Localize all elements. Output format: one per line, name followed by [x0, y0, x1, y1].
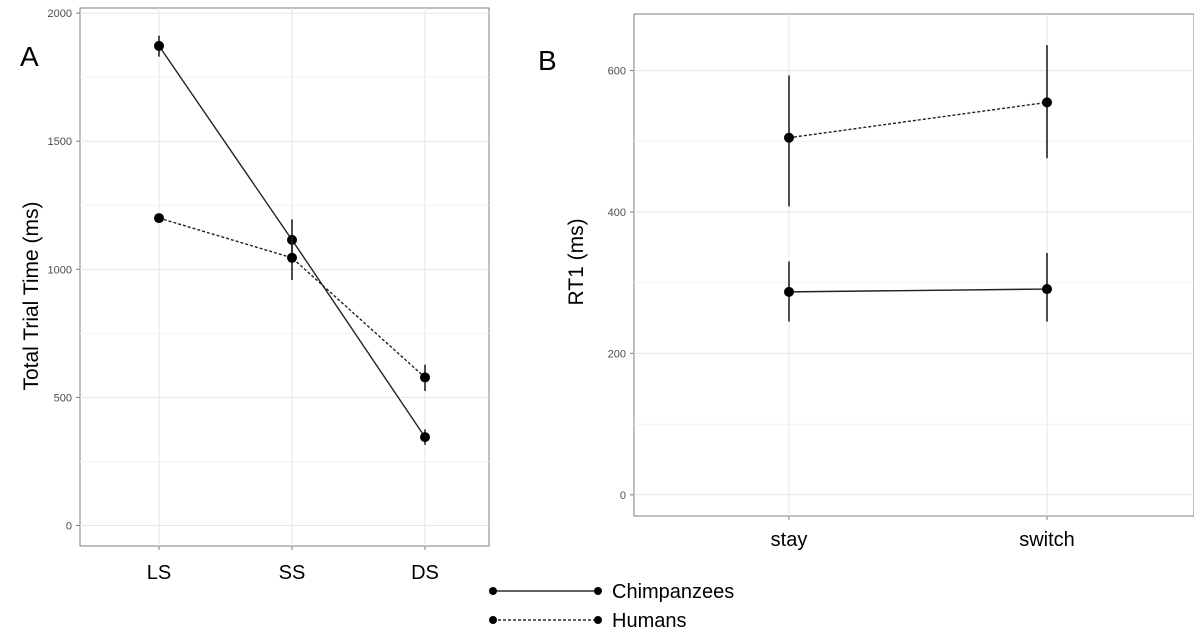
- panel-a-y-tick-label: 0: [66, 521, 72, 533]
- panel-b-data-point-solid: [784, 286, 794, 297]
- legend: Chimpanzees Humans: [489, 581, 734, 632]
- legend-point-humans-start: [489, 616, 497, 624]
- panel-b-frame: [633, 13, 1194, 517]
- panel-a-series-line-dashed: [158, 217, 426, 378]
- panel-b-grid: [634, 14, 1194, 516]
- panel-b-data-point-dashed: [1042, 97, 1052, 108]
- panel-b-series-line-solid: [788, 288, 1048, 293]
- panel-a-frame: [79, 7, 490, 547]
- panel-a-label: A: [20, 41, 39, 72]
- panel-a-data-point-dashed: [287, 252, 297, 263]
- panel-b-x-tick-label-stay: stay: [771, 529, 808, 551]
- legend-point-chimpanzees-start: [489, 587, 497, 595]
- panel-a-marks: [154, 35, 430, 445]
- panel-a-y-tick-label: 1000: [48, 264, 72, 276]
- panel-a: 0 500 1000 1500 2000 LS SS DS A Total Trial Ti…: [20, 7, 490, 584]
- panel-b-y-axis-label: RT1 (ms): [565, 218, 588, 305]
- panel-b-y-tick-label: 400: [608, 207, 626, 219]
- legend-label-humans: Humans: [612, 610, 686, 632]
- panel-a-y-ticks: 0 500 1000 1500 2000: [48, 8, 426, 550]
- panel-b: 0 200 400 600 stay switch B RT1 (ms): [538, 13, 1194, 551]
- panel-a-x-ticks: LS SS DS: [147, 562, 439, 584]
- panel-a-x-tick-label-DS: DS: [411, 562, 439, 584]
- panel-a-data-point-dashed: [154, 213, 164, 224]
- panel-b-series-line-dashed: [788, 101, 1048, 139]
- panel-b-data-point-solid: [1042, 284, 1052, 295]
- panel-a-y-tick-label: 1500: [48, 136, 72, 148]
- legend-label-chimpanzees: Chimpanzees: [612, 581, 734, 603]
- panel-b-x-ticks: stay switch: [771, 529, 1075, 551]
- panel-a-data-point-solid: [420, 432, 430, 443]
- panel-a-grid: [80, 8, 489, 546]
- panel-a-data-point-solid: [154, 40, 164, 51]
- panel-b-y-tick-label: 600: [608, 66, 626, 78]
- panel-b-y-ticks: 0 200 400 600: [608, 66, 1048, 520]
- panel-b-x-tick-label-switch: switch: [1019, 529, 1075, 551]
- panel-b-data-point-dashed: [784, 132, 794, 143]
- legend-point-chimpanzees-end: [594, 587, 602, 595]
- legend-point-humans-end: [594, 616, 602, 624]
- panel-b-y-tick-label: 0: [620, 490, 626, 502]
- panel-b-marks: [784, 45, 1052, 322]
- panel-a-y-tick-label: 500: [54, 392, 72, 404]
- panel-a-data-point-dashed: [420, 372, 430, 383]
- panel-a-y-tick-label: 2000: [48, 8, 72, 20]
- panel-a-x-tick-label-SS: SS: [279, 562, 306, 584]
- panel-a-x-tick-label-LS: LS: [147, 562, 171, 584]
- panel-b-label: B: [538, 45, 557, 76]
- panel-b-y-tick-label: 200: [608, 348, 626, 360]
- panel-a-y-axis-label: Total Trial Time (ms): [20, 201, 43, 390]
